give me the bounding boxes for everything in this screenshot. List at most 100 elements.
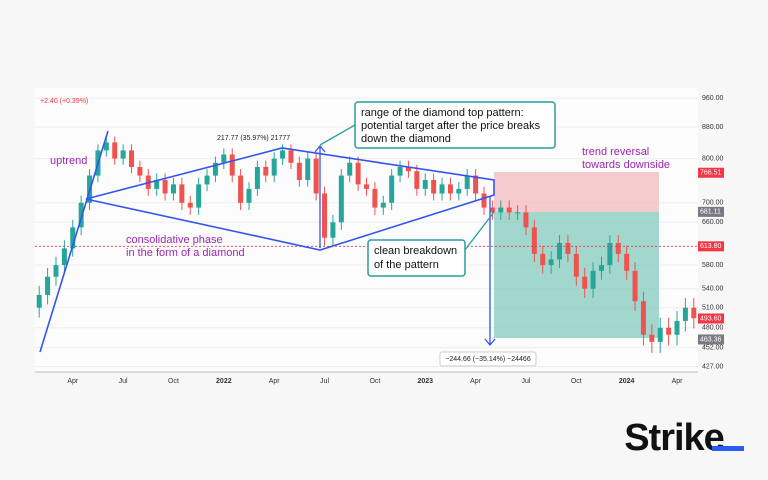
candle-body [582,276,588,289]
x-tick-label: Oct [571,378,582,385]
candle-body [598,265,604,271]
x-tick-label: Apr [672,378,684,385]
candle-body [45,276,51,295]
candle-body [112,142,118,159]
candle-body [447,184,453,194]
candle-body [389,175,395,203]
y-tick-label: 700.00 [702,200,724,207]
candle-body [624,253,630,271]
price-tag [698,334,724,345]
candle-body [271,158,277,176]
candle-body [280,150,286,159]
candle-body [590,270,596,289]
candle-body [380,202,386,208]
candle-body [498,207,504,213]
candle-body [682,307,688,321]
y-tick-label: 452.00 [702,345,724,352]
candle-body [548,259,554,266]
candle-body [170,184,176,194]
candle-body [120,150,126,159]
candle-body [481,193,487,208]
candle-body [129,150,135,167]
candle-body [372,188,378,208]
x-tick-label: Jul [521,378,530,385]
candle-body [78,202,84,228]
x-tick-label: 2024 [619,378,635,385]
x-tick-label: 2023 [417,378,433,385]
candle-body [674,320,680,335]
callout-line [464,211,495,251]
y-tick-label: 960.00 [702,95,724,102]
candle-body [489,207,495,213]
candle-body [162,179,168,194]
price-tag-label: 463.36 [700,336,722,343]
candle-body [61,248,67,266]
candle-body [137,166,143,176]
callout-text: clean breakdown [374,245,457,257]
reversal-label: towards downside [582,159,670,171]
logo: Strike [624,417,724,459]
x-tick-label: Apr [67,378,79,385]
candle-body [666,327,672,335]
candle-body [212,162,218,176]
price-tag [698,313,724,324]
candle-body [615,243,621,254]
y-tick-label: 660.00 [702,219,724,226]
x-tick-label: Apr [269,378,281,385]
callout-text: of the pattern [374,259,439,271]
candle-body [263,166,269,176]
callout-text: potential target after the price breaks [361,120,541,132]
callout-text: down the diamond [361,133,451,145]
candle-body [338,175,344,223]
candle-body [296,162,302,180]
uptrend-label: uptrend [50,155,87,167]
candle-body [229,154,235,176]
candle-body [573,253,579,277]
candle-body [221,154,227,163]
price-tag [698,241,724,252]
reversal-label: trend reversal [582,146,649,158]
diamond-outline [85,147,495,251]
y-tick-label: 510.00 [702,305,724,312]
price-tag-label: 681.11 [700,209,721,216]
candle-body [431,179,437,194]
callout-text: range of the diamond top pattern: [361,107,524,119]
candle-body [305,158,311,180]
logo-accent [712,446,744,451]
candle-body [405,166,411,172]
x-tick-label: Apr [470,378,482,385]
candle-body [254,166,260,189]
candle-body [439,184,445,194]
candle-body [540,253,546,266]
measure-arrows [314,124,496,347]
candle-body [632,270,638,302]
candle-body [103,142,109,151]
x-tick-label: Jul [119,378,128,385]
candle-body [557,243,563,260]
callout-box [367,239,466,277]
diamond [39,130,495,353]
candle-body [691,307,697,319]
candle-body [649,334,655,342]
candle-body [154,179,160,189]
candle-body [657,327,663,342]
x-tick-label: Jul [320,378,329,385]
candle-body [238,175,244,203]
y-tick-label: 480.00 [702,325,724,332]
measure-label: −244.66 (−35.14%) −24466 [445,356,531,363]
measure-label: 217.77 (35.97%) 21777 [217,135,290,142]
candle-body [456,188,462,194]
candle-body [523,212,529,228]
candle-body [355,162,361,185]
candle-body [515,212,521,214]
candle-body [179,184,185,203]
callout-box [354,101,556,149]
y-tick-label: 580.00 [702,262,724,269]
candle-body [506,207,512,213]
change-label: +2.40 (+0.39%) [40,98,88,105]
candle-body [322,193,328,238]
candle-body [640,301,646,335]
x-tick-label: Oct [168,378,179,385]
candle-body [473,175,479,194]
